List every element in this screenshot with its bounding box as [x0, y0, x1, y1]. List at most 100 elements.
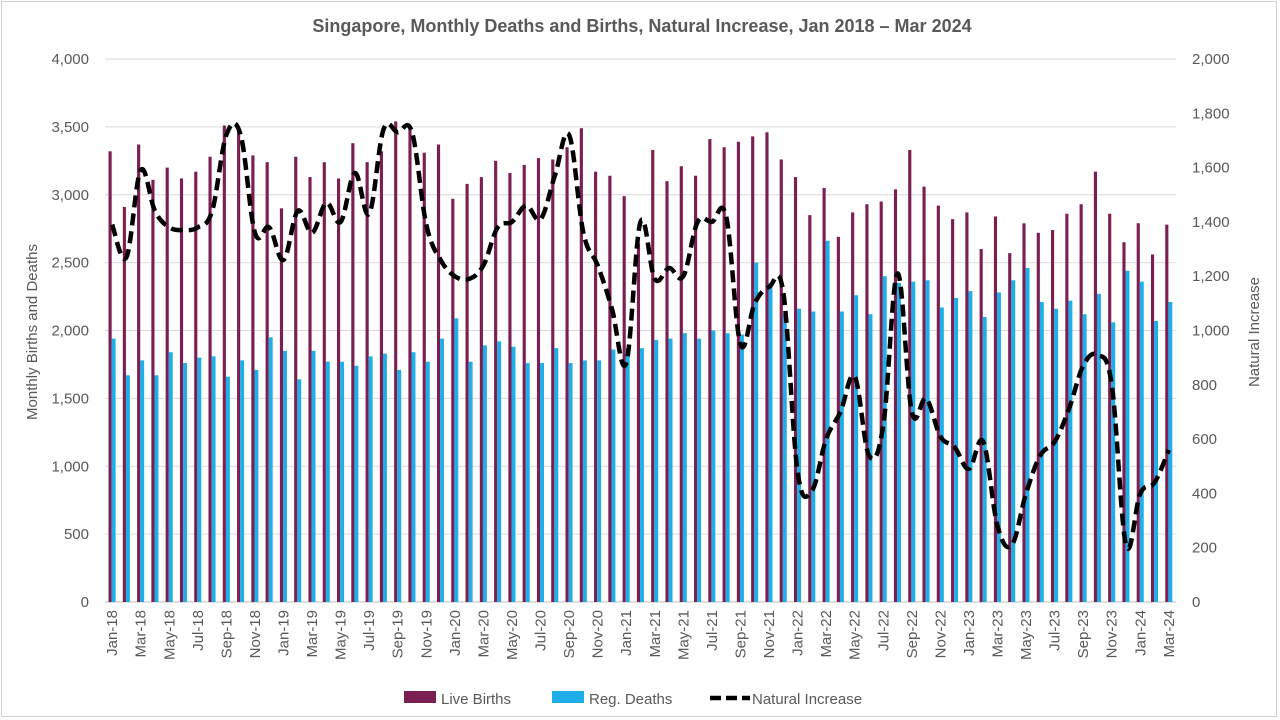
legend-swatch: [552, 691, 584, 703]
reg-deaths-bar: [925, 280, 930, 602]
right-axis-title: Natural Increase: [1246, 277, 1263, 387]
x-tick-label: Sep-23: [1075, 610, 1092, 658]
live-births-bar: [1079, 204, 1083, 602]
live-births-bar: [765, 132, 769, 602]
reg-deaths-bar: [739, 334, 744, 602]
live-births-bar: [851, 212, 855, 602]
natural-increase-line: [110, 121, 1171, 551]
reg-deaths-bar: [968, 291, 973, 602]
live-births-bar: [279, 208, 284, 602]
reg-deaths-bar: [882, 276, 887, 602]
reg-deaths-bar: [825, 240, 830, 602]
legend: Live Births Reg. Deaths Natural Increase: [404, 691, 862, 708]
reg-deaths-bar: [1096, 293, 1101, 602]
live-births-bar: [508, 173, 512, 602]
live-births-bar: [965, 212, 969, 602]
reg-deaths-bar: [668, 338, 673, 602]
x-tick-label: Nov-21: [761, 610, 778, 658]
live-births-bar: [565, 147, 569, 603]
x-tick-label: Nov-22: [932, 610, 949, 658]
right-tick-label: 2,000: [1192, 51, 1230, 68]
live-births-bar: [322, 162, 326, 603]
live-births-bar: [1108, 213, 1112, 602]
reg-deaths-bar: [554, 348, 559, 602]
live-births-bar: [251, 155, 255, 602]
reg-deaths-bar: [440, 338, 445, 602]
left-tick-label: 500: [64, 526, 89, 543]
reg-deaths-bar: [811, 311, 816, 602]
live-births-bar: [237, 129, 241, 602]
reg-deaths-bar: [1125, 270, 1130, 602]
live-births-bar: [1051, 230, 1055, 603]
reg-deaths-bar: [1068, 300, 1073, 602]
live-births-bar: [651, 149, 655, 602]
x-tick-label: Jul-20: [533, 610, 550, 651]
legend-label: Reg. Deaths: [589, 691, 672, 708]
reg-deaths-bar: [540, 363, 544, 602]
reg-deaths-bar: [240, 360, 245, 602]
reg-deaths-bar: [1111, 322, 1116, 602]
reg-deaths-bars: [111, 240, 1173, 602]
x-tick-label: Sep-21: [732, 610, 749, 658]
reg-deaths-bar: [468, 361, 473, 602]
reg-deaths-bar: [1082, 314, 1087, 602]
x-axis-ticks: Jan-18 Mar-18 May-18 Jul-18 Sep-18 Nov-18 Jan-…: [104, 610, 1178, 660]
live-births-bar: [951, 219, 955, 602]
live-births-bar: [1065, 213, 1069, 602]
reg-deaths-bar: [297, 379, 302, 602]
reg-deaths-bar: [482, 345, 487, 602]
right-tick-label: 1,400: [1192, 214, 1230, 231]
reg-deaths-bar: [568, 363, 573, 602]
live-births-bar: [122, 206, 126, 602]
live-births-bar: [736, 141, 740, 602]
reg-deaths-bar: [797, 308, 802, 602]
live-births-bar: [308, 177, 312, 603]
reg-deaths-bar: [125, 375, 130, 602]
reg-deaths-bar: [525, 363, 530, 602]
x-tick-label: Nov-20: [590, 610, 607, 658]
live-births-bar: [479, 177, 483, 603]
right-tick-label: 600: [1192, 431, 1217, 448]
live-births-bar: [365, 162, 369, 603]
x-tick-label: Mar-22: [818, 610, 835, 658]
x-tick-label: Mar-23: [990, 610, 1007, 658]
reg-deaths-bar: [168, 352, 173, 602]
reg-deaths-bar: [1139, 281, 1144, 602]
right-tick-label: 1,200: [1192, 268, 1230, 285]
live-births-bar: [1093, 171, 1097, 603]
x-tick-label: May-20: [504, 610, 521, 660]
reg-deaths-bar: [411, 352, 416, 602]
reg-deaths-bar: [311, 350, 316, 602]
x-tick-label: Nov-23: [1104, 610, 1121, 658]
live-births-bar: [636, 243, 641, 602]
reg-deaths-bar: [1154, 320, 1159, 602]
live-births-bar: [1122, 242, 1126, 602]
reg-deaths-bar: [225, 376, 230, 602]
live-births-bar: [579, 128, 583, 603]
live-births-bar: [879, 201, 883, 602]
right-tick-label: 0: [1192, 594, 1200, 611]
live-births-bar: [793, 177, 798, 603]
live-births-bar: [451, 198, 455, 602]
live-births-bar: [522, 164, 526, 602]
reg-deaths-bar: [611, 349, 616, 602]
x-tick-label: Sep-19: [390, 610, 407, 658]
right-axis-ticks: 0 200 400 600 800 1,000 1,200 1,400 1,600 1,800 2,…: [1192, 51, 1230, 611]
reg-deaths-bar: [254, 369, 259, 602]
x-tick-label: Mar-20: [475, 610, 492, 658]
live-births-bar: [551, 159, 555, 602]
live-births-bar: [908, 149, 912, 602]
left-axis-ticks: 0 500 1,000 1,500 2,000 2,500 3,000 3,500 4,000: [51, 51, 89, 611]
reg-deaths-bar: [582, 360, 587, 602]
x-tick-label: Jul-23: [1047, 610, 1064, 651]
live-births-bar: [222, 125, 226, 602]
live-births-bar: [351, 143, 355, 603]
left-tick-label: 1,500: [51, 390, 89, 407]
live-births-bar: [394, 121, 398, 602]
reg-deaths-bar: [368, 356, 373, 602]
live-births-bar: [979, 249, 983, 603]
live-births-bar: [108, 151, 112, 602]
live-births-bar: [622, 196, 626, 603]
reg-deaths-bar: [268, 337, 273, 602]
